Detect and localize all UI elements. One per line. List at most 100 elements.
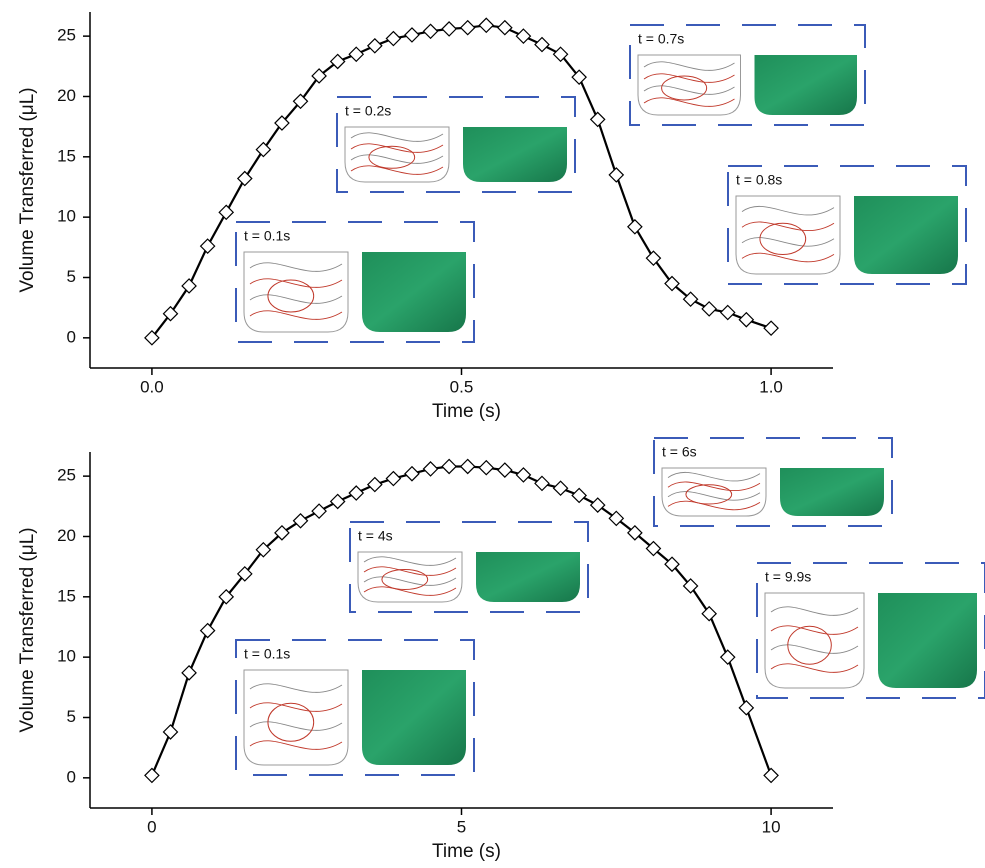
- data-point: [255, 541, 272, 558]
- data-point: [311, 503, 327, 519]
- vortex: [759, 222, 807, 255]
- data-point: [552, 46, 569, 63]
- streamline: [249, 294, 343, 304]
- inset-label: t = 0.8s: [736, 172, 782, 188]
- streamline: [643, 61, 735, 71]
- data-point: [552, 480, 569, 497]
- streamline-cell: [344, 126, 450, 183]
- streamline-cell: [637, 54, 741, 116]
- dye-image: [878, 593, 977, 688]
- streamline: [363, 556, 457, 566]
- data-point: [144, 767, 160, 784]
- streamline: [249, 721, 343, 731]
- data-point: [441, 21, 457, 37]
- inset: t = 6s: [653, 437, 893, 527]
- streamline-cell: [735, 195, 841, 275]
- y-tick-label: 0: [67, 327, 76, 346]
- data-point: [459, 458, 476, 475]
- vortex: [661, 75, 708, 101]
- streamline: [249, 740, 343, 750]
- data-point: [496, 19, 513, 36]
- inset: t = 9.9s: [756, 562, 985, 699]
- y-axis-title: Volume Transferred (μL): [17, 87, 38, 292]
- streamline: [667, 500, 761, 511]
- data-point: [738, 699, 755, 716]
- streamline: [741, 252, 835, 263]
- y-tick-label: 0: [67, 767, 76, 786]
- data-point: [478, 459, 495, 476]
- streamline: [249, 683, 343, 693]
- data-point: [329, 53, 346, 70]
- x-tick-label: 5: [457, 817, 466, 836]
- data-point: [682, 291, 699, 308]
- data-point: [719, 304, 736, 321]
- inset: t = 0.7s: [629, 24, 866, 126]
- data-line: [151, 24, 772, 339]
- y-tick-label: 5: [67, 707, 76, 726]
- data-point: [645, 540, 662, 557]
- y-tick-label: 25: [57, 466, 76, 485]
- data-point: [459, 19, 476, 36]
- data-point: [218, 204, 235, 221]
- data-point: [763, 320, 779, 337]
- inset-frame: [756, 562, 985, 699]
- streamline: [741, 221, 835, 231]
- inset: t = 0.8s: [727, 165, 967, 285]
- inset: t = 0.1s: [235, 639, 475, 776]
- data-point: [763, 767, 779, 784]
- data-point: [366, 37, 383, 54]
- data-point: [664, 275, 680, 292]
- data-point: [664, 556, 680, 573]
- x-tick-label: 0: [147, 817, 156, 836]
- data-point: [162, 724, 179, 740]
- x-axis-title: Time (s): [432, 401, 501, 422]
- data-point: [274, 525, 290, 541]
- streamline: [350, 132, 444, 142]
- streamline: [249, 702, 343, 712]
- dye-image: [854, 196, 958, 274]
- data-point: [236, 566, 253, 582]
- data-point: [478, 17, 495, 34]
- data-point: [589, 497, 606, 513]
- dye-image: [463, 127, 567, 182]
- streamline: [350, 165, 444, 175]
- data-point: [385, 470, 402, 487]
- data-point: [422, 461, 439, 477]
- inset-frame: [629, 24, 866, 126]
- inset-frame: [235, 639, 475, 776]
- inset-label: t = 0.1s: [244, 646, 290, 662]
- streamline: [770, 606, 859, 616]
- inset: t = 4s: [349, 521, 589, 613]
- data-point: [701, 301, 718, 317]
- data-point: [422, 23, 439, 40]
- y-tick-label: 15: [57, 146, 76, 165]
- dye-image: [362, 670, 466, 765]
- inset-label: t = 0.2s: [345, 103, 391, 119]
- streamline: [363, 576, 457, 586]
- data-point: [534, 36, 550, 53]
- streamline: [249, 278, 343, 288]
- inset: t = 0.2s: [336, 96, 576, 193]
- data-point: [348, 485, 365, 501]
- y-tick-label: 10: [57, 207, 76, 226]
- data-point: [236, 170, 253, 187]
- streamline: [741, 206, 835, 216]
- vortex: [685, 484, 733, 505]
- streamline: [363, 566, 457, 576]
- dye-image: [780, 468, 884, 516]
- inset-frame: [235, 221, 475, 343]
- data-point: [627, 525, 643, 541]
- x-tick-label: 10: [762, 817, 781, 836]
- data-point: [608, 167, 625, 183]
- streamline: [643, 85, 735, 95]
- data-point: [534, 475, 550, 492]
- inset-frame: [349, 521, 589, 613]
- streamline: [643, 73, 735, 83]
- x-tick-label: 0.5: [450, 377, 474, 396]
- y-tick-label: 10: [57, 647, 76, 666]
- data-point: [385, 30, 402, 47]
- streamline: [770, 644, 859, 654]
- data-point: [311, 68, 327, 84]
- data-point: [404, 27, 420, 43]
- y-tick-label: 20: [57, 526, 76, 545]
